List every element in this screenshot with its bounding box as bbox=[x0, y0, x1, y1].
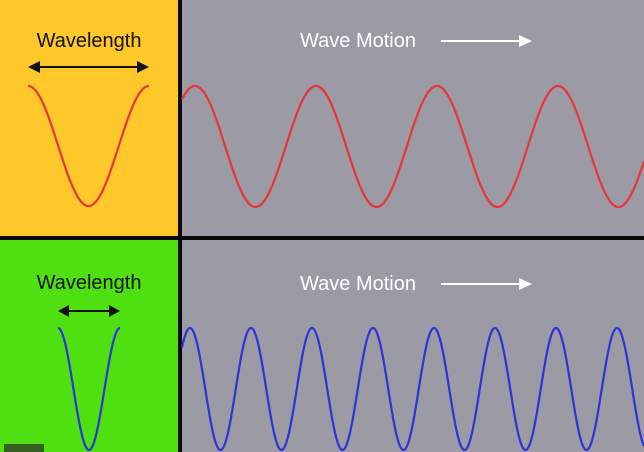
top-motion-label: Wave Motion bbox=[300, 30, 416, 52]
top-wavelength-label: Wavelength bbox=[37, 30, 142, 52]
right-arrow-icon bbox=[441, 278, 532, 290]
bottom-motion-label: Wave Motion bbox=[300, 273, 416, 295]
right-arrow-icon bbox=[441, 35, 532, 47]
top-traveling-wave bbox=[181, 84, 644, 209]
top-wavelength-panel bbox=[0, 0, 178, 236]
horizontal-divider bbox=[0, 236, 644, 240]
bottom-wavelength-panel bbox=[0, 240, 178, 452]
double-headed-arrow-icon bbox=[58, 305, 120, 317]
bottom-wavelength-label: Wavelength bbox=[37, 272, 142, 294]
top-motion-panel bbox=[182, 0, 644, 236]
top-single-wavelength-curve bbox=[27, 84, 150, 208]
corner-mark bbox=[4, 444, 44, 452]
double-headed-arrow-icon bbox=[28, 61, 149, 73]
vertical-divider bbox=[178, 0, 182, 452]
bottom-traveling-wave bbox=[180, 326, 644, 452]
bottom-single-wavelength-curve bbox=[57, 326, 121, 452]
